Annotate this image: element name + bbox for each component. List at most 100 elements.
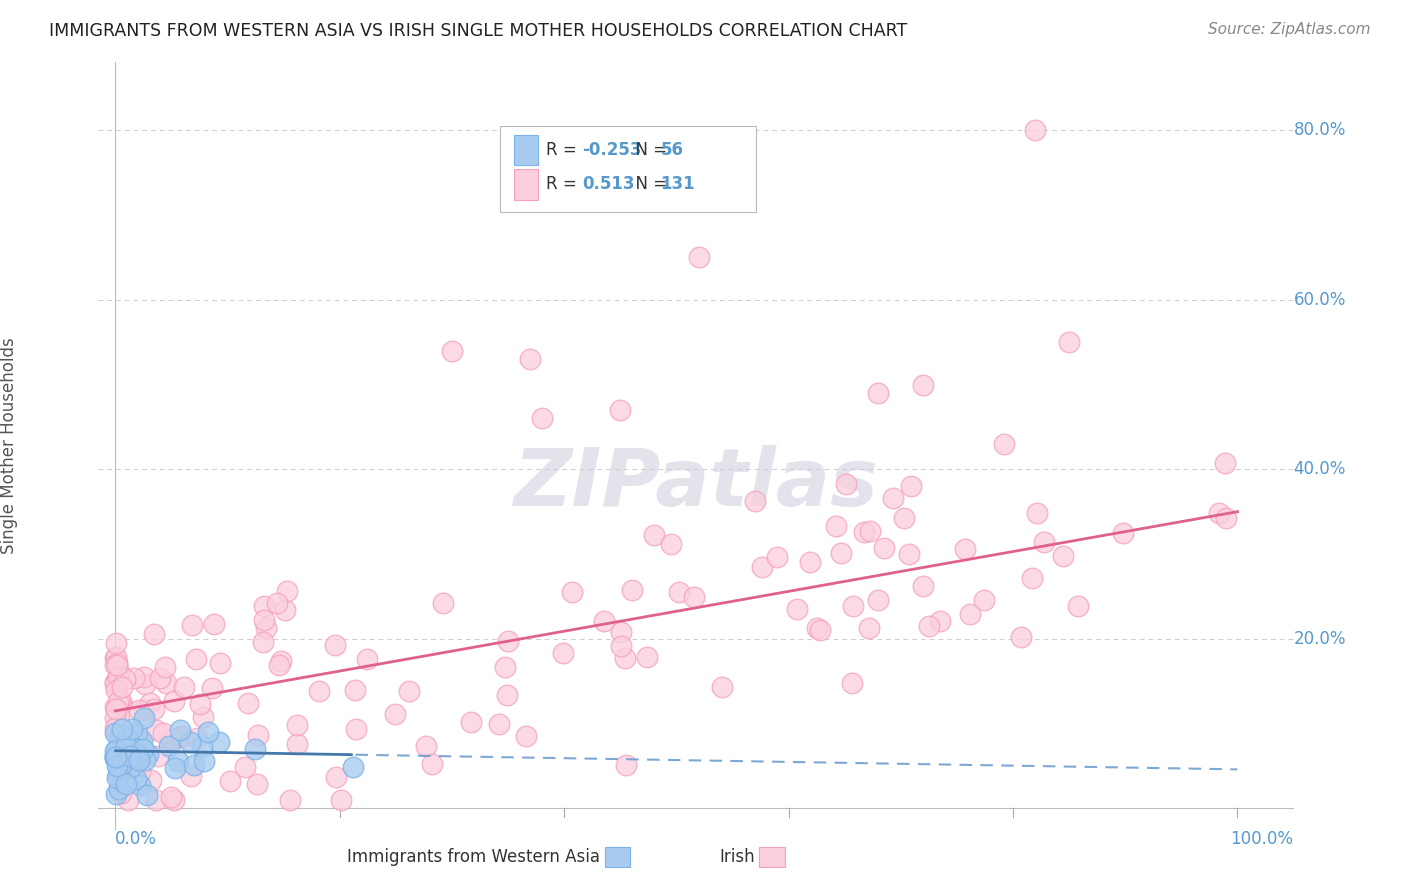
Point	[973, 592, 995, 607]
Point	[104, 657, 127, 672]
Point	[173, 680, 195, 694]
Point	[786, 601, 808, 615]
Point	[1010, 630, 1032, 644]
Point	[114, 672, 136, 686]
Point	[134, 670, 156, 684]
Point	[614, 758, 637, 772]
Point	[145, 723, 167, 738]
Point	[329, 793, 352, 807]
Point	[104, 787, 127, 801]
Point	[825, 519, 848, 533]
Point	[1057, 335, 1080, 350]
Point	[132, 711, 155, 725]
Point	[160, 790, 183, 805]
Point	[356, 652, 378, 666]
Point	[159, 732, 181, 747]
Point	[912, 377, 935, 392]
Point	[246, 728, 269, 742]
Point	[115, 739, 138, 753]
Point	[918, 619, 941, 633]
Point	[246, 777, 269, 791]
Point	[553, 646, 575, 660]
Text: R =: R =	[546, 141, 582, 159]
Point	[1208, 506, 1230, 520]
Point	[104, 675, 127, 690]
Point	[115, 731, 138, 746]
Point	[152, 726, 174, 740]
Point	[236, 697, 259, 711]
Point	[620, 583, 643, 598]
Point	[285, 718, 308, 732]
Point	[110, 698, 132, 713]
Point	[1112, 526, 1135, 541]
Point	[959, 607, 981, 622]
Point	[108, 730, 131, 744]
Point	[273, 603, 295, 617]
Point	[105, 722, 128, 736]
Point	[131, 734, 153, 748]
Point	[108, 726, 131, 740]
Point	[276, 584, 298, 599]
Point	[108, 782, 131, 797]
Point	[835, 477, 858, 491]
Point	[496, 633, 519, 648]
Point	[104, 699, 127, 714]
Point	[254, 621, 277, 635]
Point	[188, 697, 211, 711]
Point	[104, 751, 127, 765]
Point	[911, 579, 934, 593]
Point	[104, 676, 127, 690]
Point	[107, 707, 129, 722]
Point	[104, 743, 127, 757]
Point	[806, 621, 828, 635]
Point	[121, 723, 143, 737]
Point	[163, 693, 186, 707]
Point	[117, 756, 139, 771]
Point	[107, 695, 129, 709]
Point	[139, 696, 162, 710]
Point	[105, 657, 128, 672]
Text: 0.513: 0.513	[582, 176, 634, 194]
Point	[609, 639, 631, 653]
Text: Single Mother Households: Single Mother Households	[0, 338, 18, 554]
Point	[285, 737, 308, 751]
Point	[136, 747, 159, 762]
Point	[415, 739, 437, 753]
Point	[111, 698, 134, 712]
Text: 60.0%: 60.0%	[1294, 291, 1346, 309]
Text: N =: N =	[624, 176, 672, 194]
Point	[1066, 599, 1088, 613]
Point	[115, 732, 138, 747]
Text: -0.253: -0.253	[582, 141, 641, 159]
Point	[193, 755, 215, 769]
Point	[852, 524, 875, 539]
Point	[107, 669, 129, 683]
Point	[143, 627, 166, 641]
Point	[117, 759, 139, 773]
Point	[384, 706, 406, 721]
Text: IMMIGRANTS FROM WESTERN ASIA VS IRISH SINGLE MOTHER HOUSEHOLDS CORRELATION CHART: IMMIGRANTS FROM WESTERN ASIA VS IRISH SI…	[49, 22, 907, 40]
Point	[129, 765, 152, 780]
Point	[104, 702, 127, 716]
Text: 0.0%: 0.0%	[115, 830, 157, 847]
Point	[169, 730, 191, 744]
Point	[105, 771, 128, 785]
Point	[643, 527, 665, 541]
Text: Source: ZipAtlas.com: Source: ZipAtlas.com	[1208, 22, 1371, 37]
Point	[143, 702, 166, 716]
Point	[105, 753, 128, 767]
Point	[134, 753, 156, 767]
Point	[710, 680, 733, 694]
Point	[1024, 123, 1046, 137]
Point	[167, 754, 190, 768]
Text: 56: 56	[661, 141, 683, 159]
Point	[110, 786, 132, 800]
Point	[266, 596, 288, 610]
Point	[191, 710, 214, 724]
Point	[432, 596, 454, 610]
Point	[129, 778, 152, 792]
Text: 100.0%: 100.0%	[1230, 830, 1294, 847]
Point	[104, 722, 127, 736]
Point	[609, 403, 631, 417]
Point	[208, 656, 231, 670]
